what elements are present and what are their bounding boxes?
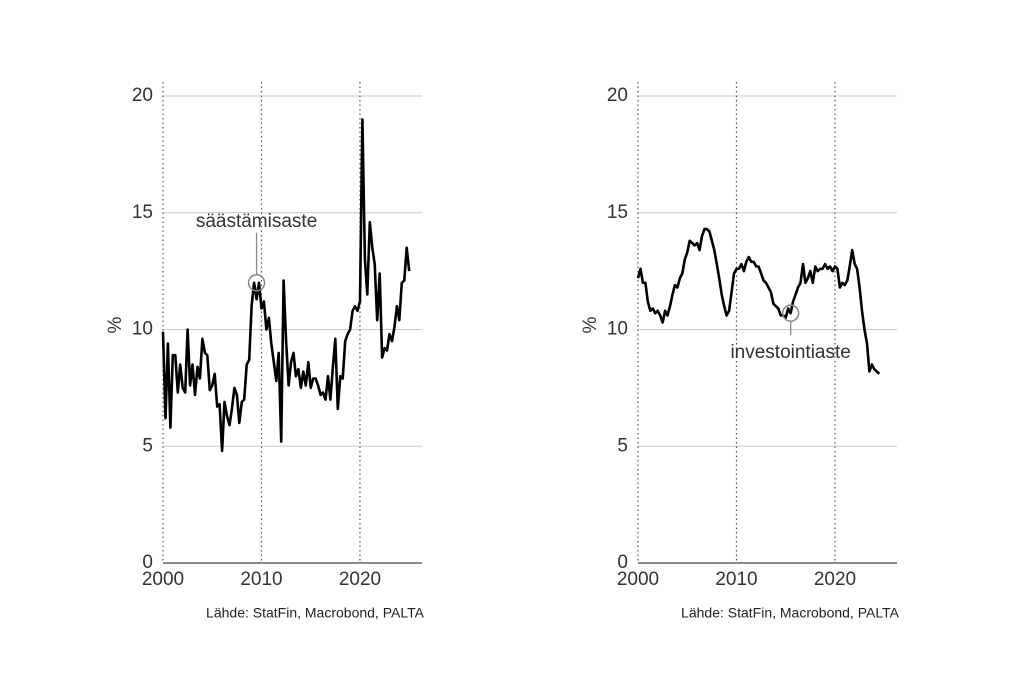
line — [636, 227, 881, 375]
x-tick-label: 2000 — [617, 569, 659, 590]
y-tick-label: 5 — [617, 435, 628, 456]
x-tick-label: 2010 — [715, 569, 757, 590]
annotation-marker — [247, 274, 266, 292]
y-tick-label: 0 — [142, 552, 153, 573]
annotation-text: investointiaste — [730, 342, 850, 363]
y-tick-label: 10 — [132, 319, 153, 340]
source: Lähde: StatFin, Macrobond, PALTA — [681, 605, 900, 621]
y-tick-label: 10 — [607, 319, 628, 340]
y-tick-label: 20 — [607, 85, 628, 106]
y-tick-label: 0 — [617, 552, 628, 573]
x-tick-label: 2020 — [814, 569, 856, 590]
y-axis-label: % — [580, 316, 601, 333]
annotation-text: säästämisaste — [196, 211, 317, 232]
y-tick-label: 15 — [132, 202, 153, 223]
y-tick-label: 5 — [142, 435, 153, 456]
x-tick-label: 2010 — [240, 569, 282, 590]
x-tick-label: 2020 — [339, 569, 381, 590]
line — [161, 118, 411, 453]
source: Lähde: StatFin, Macrobond, PALTA — [206, 605, 425, 621]
y-axis-label: % — [105, 316, 126, 333]
y-tick-label: 15 — [607, 202, 628, 223]
x-tick-label: 2000 — [142, 569, 184, 590]
y-tick-label: 20 — [132, 85, 153, 106]
